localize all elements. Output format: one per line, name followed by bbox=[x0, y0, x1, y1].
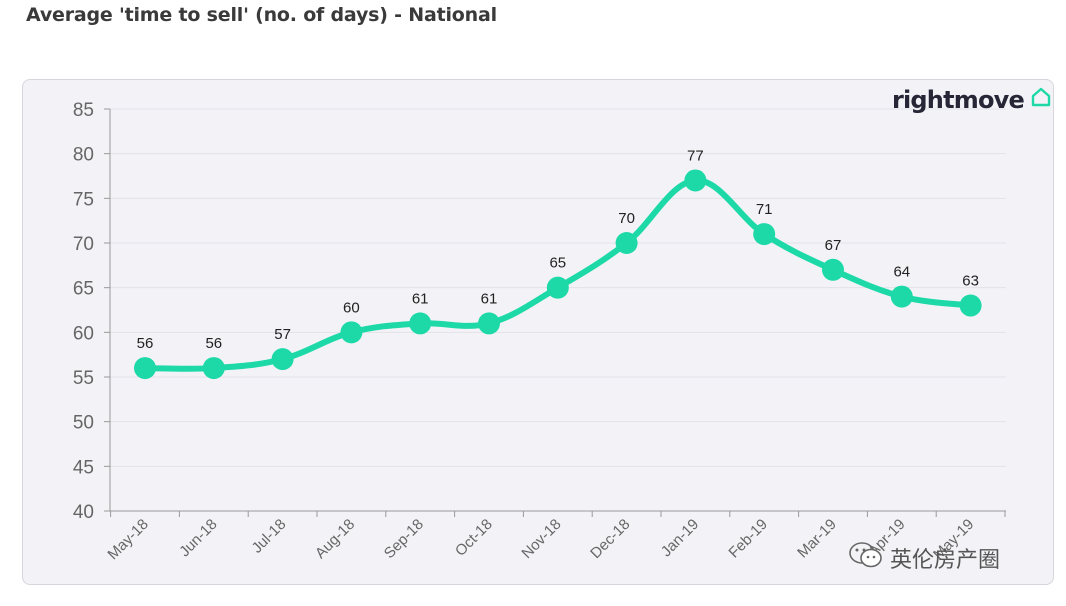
series-lines bbox=[142, 177, 974, 372]
x-tick-label: Feb-19 bbox=[725, 516, 771, 562]
data-label: 63 bbox=[962, 273, 979, 290]
data-point bbox=[478, 312, 500, 335]
y-tick-label: 65 bbox=[73, 279, 94, 300]
x-tick-label: Jul-18 bbox=[249, 516, 290, 557]
y-tick-label: 80 bbox=[73, 145, 94, 166]
data-point bbox=[134, 357, 156, 380]
page-title: Average 'time to sell' (no. of days) - N… bbox=[26, 4, 497, 26]
house-outline-icon bbox=[1030, 86, 1052, 113]
data-label: 67 bbox=[825, 237, 842, 254]
x-tick-label: Aug-18 bbox=[312, 516, 358, 562]
data-label: 60 bbox=[343, 299, 360, 316]
data-point bbox=[202, 357, 225, 380]
y-tick-label: 50 bbox=[73, 413, 94, 434]
data-label: 77 bbox=[687, 147, 704, 164]
x-tick-label: Sep-18 bbox=[381, 516, 427, 562]
x-tick-label: Oct-18 bbox=[452, 516, 496, 560]
y-tick-label: 45 bbox=[73, 457, 94, 478]
data-point bbox=[822, 258, 844, 281]
data-points bbox=[134, 169, 982, 380]
data-point bbox=[546, 276, 569, 299]
watermark-text: 英伦房产圈 bbox=[890, 548, 1001, 573]
y-tick-label: 70 bbox=[73, 234, 94, 255]
x-tick-label: Nov-18 bbox=[518, 516, 564, 562]
y-tick-label: 55 bbox=[73, 368, 94, 389]
axes bbox=[109, 109, 1006, 512]
data-point bbox=[340, 321, 363, 344]
data-label: 61 bbox=[412, 290, 429, 307]
data-point bbox=[615, 232, 638, 254]
x-tick-label: May-18 bbox=[104, 516, 151, 563]
data-label: 57 bbox=[274, 326, 291, 343]
data-label: 65 bbox=[549, 255, 566, 272]
data-point bbox=[753, 223, 776, 246]
watermark: 英伦房产圈 bbox=[848, 540, 1000, 576]
x-tick-label: Jan-19 bbox=[658, 516, 702, 560]
y-tick-label: 85 bbox=[73, 100, 94, 121]
x-tick-label: Jun-18 bbox=[176, 516, 220, 560]
x-tick-label: Dec-18 bbox=[587, 516, 633, 562]
wechat-icon bbox=[848, 540, 884, 576]
data-label: 70 bbox=[618, 210, 635, 227]
data-point bbox=[271, 348, 294, 371]
data-label: 71 bbox=[756, 201, 773, 218]
series-line bbox=[142, 177, 974, 372]
y-tick-label: 40 bbox=[73, 502, 94, 523]
y-tick-label: 60 bbox=[73, 323, 94, 344]
data-point bbox=[684, 169, 707, 192]
data-point bbox=[959, 294, 982, 317]
brand-logo: rightmove bbox=[891, 86, 1025, 114]
data-point bbox=[409, 312, 432, 335]
y-tick-label: 75 bbox=[73, 189, 94, 210]
data-label: 64 bbox=[893, 264, 910, 281]
data-label: 56 bbox=[137, 335, 154, 352]
data-point bbox=[890, 285, 913, 308]
data-label: 56 bbox=[205, 335, 222, 352]
grid-lines bbox=[110, 108, 1006, 467]
y-axis-ticks: 40 45 50 55 60 65 70 75 80 85 bbox=[73, 100, 110, 523]
data-label: 61 bbox=[481, 290, 498, 307]
x-tick-label: Mar-19 bbox=[794, 516, 840, 562]
data-labels: 56 56 57 60 61 61 65 70 77 71 67 64 63 bbox=[137, 147, 979, 352]
